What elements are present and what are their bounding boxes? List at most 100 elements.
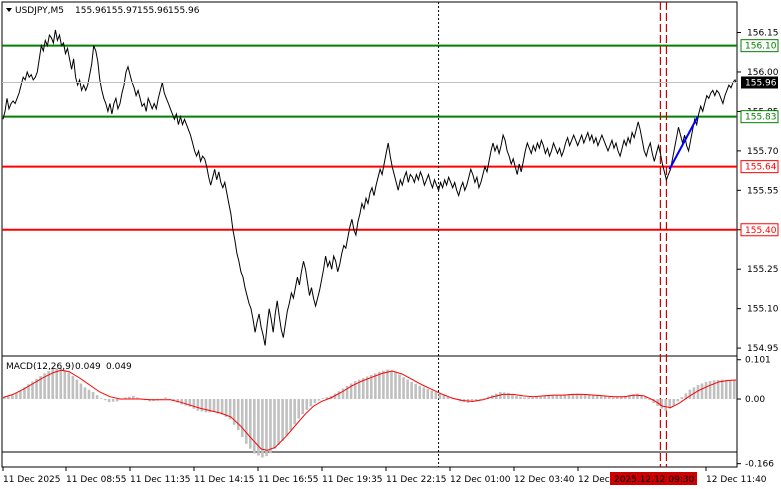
- levels-layer: [2, 44, 737, 231]
- macd-histogram-bar: [547, 395, 551, 400]
- x-axis: 11 Dec 2025 11 Dec 08:55 11 Dec 11:35 11 De…: [2, 467, 767, 485]
- level-price-tag: [740, 223, 779, 237]
- macd-histogram-bar: [305, 399, 309, 410]
- macd-histogram-bar: [95, 395, 99, 400]
- macd-pane[interactable]: [1, 355, 738, 468]
- macd-label: MACD(12,26,9): [6, 362, 74, 372]
- macd-histogram-bar: [599, 395, 603, 400]
- price-tick-label: 155.55: [747, 186, 779, 196]
- price-tick-label: 155.25: [747, 265, 779, 275]
- macd-histogram-bar: [595, 395, 599, 400]
- macd-histogram-bar: [555, 395, 559, 400]
- chart-header: USDJPY,M5 155.96 155.97 155.96 155.96: [6, 6, 200, 16]
- macd-histogram-bar: [579, 393, 583, 400]
- macd-histogram-bar: [357, 379, 361, 400]
- macd-histogram-bar: [15, 392, 18, 400]
- price-tick-label: 156.15: [747, 29, 779, 39]
- macd-histogram-bar: [704, 381, 708, 400]
- macd-header: MACD(12,26,9) 0.049 0.049: [6, 362, 132, 372]
- macd-histogram-bar: [511, 394, 514, 400]
- macd-histogram-bar: [716, 379, 720, 400]
- macd-histogram-bar: [575, 393, 579, 400]
- time-tick-label: 12 Dec 01:00: [450, 475, 511, 485]
- macd-histogram-bar: [313, 399, 317, 403]
- time-tick-label: 11 Dec 19:35: [322, 475, 383, 485]
- macd-histogram-bar: [700, 383, 704, 400]
- macd-histogram-bar: [200, 399, 204, 412]
- macd-histogram-bar: [128, 396, 131, 400]
- macd-histogram-bar: [535, 397, 538, 400]
- macd-histogram-bar: [620, 396, 623, 400]
- macd-histogram-bar: [430, 390, 434, 400]
- macd-histogram-bar: [414, 383, 417, 400]
- macd-histogram-bar: [188, 399, 192, 407]
- price-tick-label: 155.10: [747, 305, 779, 315]
- macd-histogram-bar: [507, 392, 510, 400]
- macd-histogram-bar: [688, 389, 692, 400]
- macd-histogram-bar: [39, 376, 42, 400]
- macd-histogram-bar: [83, 387, 87, 400]
- macd-histogram-bar: [349, 383, 353, 400]
- time-tick-label: 12 Dec: [578, 475, 610, 485]
- last-price-tag: [741, 76, 778, 89]
- price-tick-label: 154.95: [747, 344, 779, 354]
- macd-histogram-bar: [446, 396, 450, 400]
- macd-histogram-bar: [212, 399, 216, 413]
- macd-histogram-bar: [353, 381, 357, 400]
- macd-signal-line: [2, 369, 737, 451]
- macd-histogram-bar: [559, 394, 563, 400]
- macd-histogram-bar: [47, 371, 50, 400]
- macd-histogram-bar: [204, 399, 208, 413]
- macd-histogram-bar: [289, 399, 292, 431]
- macd-histogram-bar: [519, 396, 522, 400]
- macd-histogram-bar: [386, 369, 389, 400]
- macd-histogram-bar: [297, 399, 301, 419]
- macd-histogram-bar: [450, 398, 454, 400]
- macd-histogram-bar: [107, 399, 111, 403]
- macd-histogram-bar: [325, 397, 329, 400]
- macd-histogram-bar: [103, 399, 107, 401]
- last-price-label: 155.96: [745, 78, 777, 88]
- macd-histogram-bar: [224, 399, 228, 417]
- level-price-tag: [740, 39, 779, 53]
- macd-histogram-bar: [79, 383, 83, 400]
- price-pane[interactable]: [1, 1, 738, 453]
- time-tick-label: 11 Dec 14:15: [194, 475, 255, 485]
- macd-histogram-bar: [684, 393, 688, 400]
- symbol-timeframe: USDJPY,M5: [15, 6, 64, 16]
- macd-histogram-bar: [607, 396, 611, 400]
- macd-histogram-bar: [398, 374, 401, 400]
- macd-layer: [2, 367, 737, 458]
- macd-histogram-bar: [640, 395, 643, 400]
- macd-histogram-bar: [293, 399, 296, 425]
- macd-histogram-bar: [531, 397, 534, 400]
- macd-histogram-bar: [676, 399, 680, 402]
- macd-histogram-bar: [309, 399, 313, 407]
- macd-histogram-bar: [115, 399, 119, 402]
- macd-histogram-bar: [648, 399, 651, 400]
- macd-histogram-bar: [470, 399, 474, 403]
- macd-histogram-bar: [59, 367, 63, 400]
- macd-histogram-bar: [636, 393, 639, 400]
- macd-histogram-bar: [571, 393, 575, 400]
- triangle-down-icon[interactable]: [6, 8, 12, 12]
- macd-histogram-bar: [67, 372, 71, 400]
- macd-histogram-bar: [374, 373, 377, 400]
- macd-histogram-bar: [281, 399, 284, 442]
- macd-histogram-bar: [390, 370, 393, 400]
- macd-histogram-bar: [269, 399, 272, 454]
- macd-signal-value: 0.049: [106, 362, 132, 372]
- macd-histogram-bar: [361, 378, 365, 400]
- macd-histogram-bar: [482, 398, 486, 400]
- macd-histogram-bar: [341, 388, 345, 400]
- macd-histogram-bar: [563, 394, 567, 400]
- trend-line[interactable]: [668, 116, 699, 170]
- macd-histogram-bar: [164, 397, 167, 400]
- macd-histogram-bar: [192, 399, 196, 409]
- ohlc-open: 155.96: [75, 6, 107, 16]
- macd-histogram-bar: [19, 390, 22, 400]
- macd-histogram-bar: [644, 396, 647, 400]
- time-tick-label: 11 Dec 2025: [3, 475, 61, 485]
- macd-histogram-bar: [478, 399, 482, 400]
